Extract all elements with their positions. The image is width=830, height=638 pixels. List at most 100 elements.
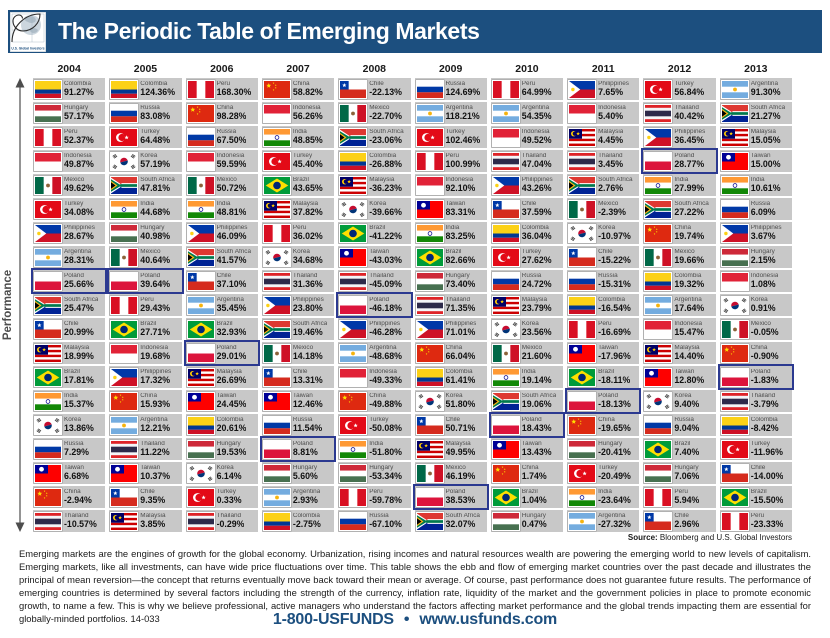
- flag-india-icon: [415, 223, 444, 243]
- flag-russia-icon: [186, 127, 215, 147]
- year-label: 2012: [667, 63, 692, 75]
- flag-chile-icon: [339, 79, 368, 99]
- return-value: 10.37%: [140, 471, 171, 482]
- market-cell: Korea -39.66%: [338, 198, 411, 220]
- country-name: Colombia: [445, 368, 473, 375]
- market-cell: Brazil -41.22%: [338, 222, 411, 244]
- return-value: 49.62%: [64, 183, 94, 194]
- flag-indonesia-icon: [491, 127, 520, 147]
- return-value: 4.45%: [598, 135, 624, 146]
- market-cell: Brazil -18.11%: [567, 366, 640, 388]
- flag-china-icon: [110, 391, 139, 411]
- return-value: -36.23%: [369, 183, 402, 194]
- flag-russia-icon: [110, 103, 139, 123]
- return-value: 29.01%: [216, 351, 247, 362]
- country-name: Argentina: [674, 296, 702, 303]
- return-value: 59.59%: [216, 159, 247, 170]
- country-name: Mexico: [674, 248, 695, 255]
- return-value: 34.68%: [292, 255, 323, 266]
- country-name: Mexico: [521, 344, 543, 351]
- market-cell: Brazil 7.40%: [643, 438, 716, 460]
- year-column: 2013 Argentina 91.30% South Africa 21.27% Mal…: [719, 63, 792, 532]
- country-name: Philippines: [445, 320, 477, 327]
- market-cell: Turkey 0.33%: [185, 486, 258, 508]
- return-value: 37.82%: [292, 207, 323, 218]
- return-value: 25.47%: [64, 303, 94, 314]
- return-value: 49.95%: [445, 447, 476, 458]
- return-value: 14.18%: [292, 351, 323, 362]
- country-name: Korea: [140, 152, 158, 159]
- flag-peru-icon: [34, 127, 62, 147]
- market-cell: Thailand -10.57%: [33, 510, 106, 532]
- country-name: Peru: [750, 512, 765, 519]
- country-name: Indonesia: [292, 104, 321, 111]
- country-name: Chile: [140, 488, 155, 495]
- country-name: Brazil: [445, 248, 462, 255]
- return-value: -0.29%: [216, 519, 245, 530]
- market-cell: Chile 9.35%: [109, 486, 182, 508]
- flag-mexico-icon: [110, 247, 139, 267]
- year-label: 2009: [438, 63, 463, 75]
- country-name: Malaysia: [292, 200, 319, 207]
- market-cell: Hungary -53.34%: [338, 462, 411, 484]
- market-cell: Indonesia 49.52%: [490, 126, 564, 148]
- flag-china-icon: [415, 343, 444, 363]
- flag-taiwan-icon: [262, 391, 291, 411]
- flag-chile-icon: [644, 511, 673, 531]
- market-cell: India 83.25%: [414, 222, 487, 244]
- country-name: China: [216, 104, 234, 111]
- country-name: Taiwan: [750, 152, 771, 159]
- market-cell: Turkey 64.48%: [109, 126, 182, 148]
- flag-taiwan-icon: [110, 463, 139, 483]
- market-cell: Colombia -8.42%: [719, 414, 792, 436]
- country-name: China: [64, 488, 81, 495]
- country-name: Taiwan: [598, 344, 618, 351]
- return-value: 48.81%: [216, 207, 247, 218]
- return-value: 54.35%: [521, 111, 552, 122]
- return-value: 28.77%: [674, 159, 705, 170]
- flag-colombia-icon: [186, 415, 215, 435]
- country-name: Peru: [598, 320, 612, 327]
- country-name: Taiwan: [140, 464, 161, 471]
- footer-paragraph: Emerging markets are the engines of grow…: [19, 548, 811, 624]
- country-name: Indonesia: [521, 128, 550, 135]
- flag-thailand-icon: [644, 103, 673, 123]
- flag-colombia-icon: [644, 271, 673, 291]
- return-value: 50.72%: [216, 183, 247, 194]
- country-name: Russia: [140, 104, 160, 111]
- country-name: India: [674, 176, 689, 183]
- return-value: -16.54%: [598, 303, 631, 314]
- country-name: Argentina: [445, 104, 473, 111]
- market-cell: Korea 57.19%: [109, 150, 182, 172]
- flag-philippines-icon: [110, 367, 139, 387]
- country-name: Chile: [64, 320, 79, 327]
- country-name: Malaysia: [750, 128, 776, 135]
- return-value: 18.43%: [521, 423, 552, 434]
- market-cell: India -23.64%: [567, 486, 640, 508]
- return-value: 124.36%: [140, 87, 176, 98]
- market-cell: Indonesia 1.08%: [719, 270, 792, 292]
- market-cell: Russia 67.50%: [185, 126, 258, 148]
- return-value: 1.04%: [521, 495, 547, 506]
- market-cell: Malaysia 18.99%: [33, 342, 106, 364]
- return-value: 34.08%: [64, 207, 94, 218]
- country-name: Argentina: [521, 104, 550, 111]
- market-cell: Turkey 102.46%: [414, 126, 487, 148]
- flag-hungary-icon: [415, 271, 444, 291]
- return-value: 49.87%: [64, 159, 94, 170]
- flag-korea-icon: [186, 463, 215, 483]
- flag-hungary-icon: [491, 511, 520, 531]
- flag-brazil-icon: [644, 439, 673, 459]
- market-cell: Korea 34.68%: [261, 246, 335, 268]
- country-name: Philippines: [216, 224, 248, 231]
- country-name: Peru: [292, 224, 307, 231]
- market-cell: Malaysia 37.82%: [261, 198, 335, 220]
- year-label: 2005: [133, 63, 158, 75]
- market-cell: Argentina 2.93%: [261, 486, 335, 508]
- country-name: Thailand: [750, 392, 776, 399]
- market-cell: Peru 29.43%: [109, 294, 182, 316]
- market-cell: China 58.82%: [261, 78, 335, 100]
- market-cell: Colombia -26.88%: [338, 150, 411, 172]
- return-value: -18.13%: [598, 399, 631, 410]
- market-cell: Russia -15.31%: [567, 270, 640, 292]
